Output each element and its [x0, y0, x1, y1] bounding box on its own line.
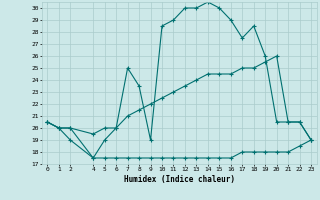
- X-axis label: Humidex (Indice chaleur): Humidex (Indice chaleur): [124, 175, 235, 184]
